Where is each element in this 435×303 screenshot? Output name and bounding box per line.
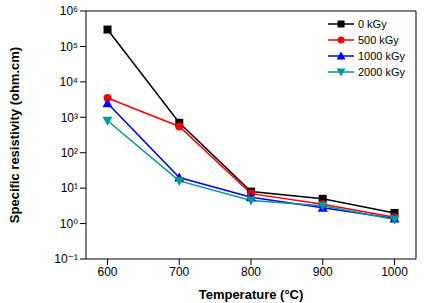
svg-text:1000: 1000 [381, 265, 408, 279]
svg-text:10⁵: 10⁵ [60, 40, 78, 54]
svg-text:800: 800 [241, 265, 261, 279]
svg-text:10⁶: 10⁶ [60, 4, 78, 18]
svg-text:10⁰: 10⁰ [60, 217, 78, 231]
svg-text:Temperature (°C): Temperature (°C) [199, 287, 304, 302]
html-text:1000 kGy: 1000 kGy [357, 50, 405, 62]
svg-text:10⁴: 10⁴ [59, 75, 78, 89]
html-text:0 kGy: 0 kGy [357, 18, 387, 30]
svg-text:Specific resistivity (ohm.cm): Specific resistivity (ohm.cm) [8, 47, 22, 223]
svg-text:900: 900 [313, 265, 333, 279]
svg-text:10⁻¹: 10⁻¹ [54, 252, 78, 266]
svg-text:10¹: 10¹ [61, 181, 78, 195]
svg-text:600: 600 [98, 265, 118, 279]
html-text:2000 kGy: 2000 kGy [357, 66, 405, 78]
svg-text:10²: 10² [61, 146, 78, 160]
html-text:500 kGy: 500 kGy [357, 34, 399, 46]
svg-text:700: 700 [169, 265, 189, 279]
svg-text:10³: 10³ [61, 111, 78, 125]
